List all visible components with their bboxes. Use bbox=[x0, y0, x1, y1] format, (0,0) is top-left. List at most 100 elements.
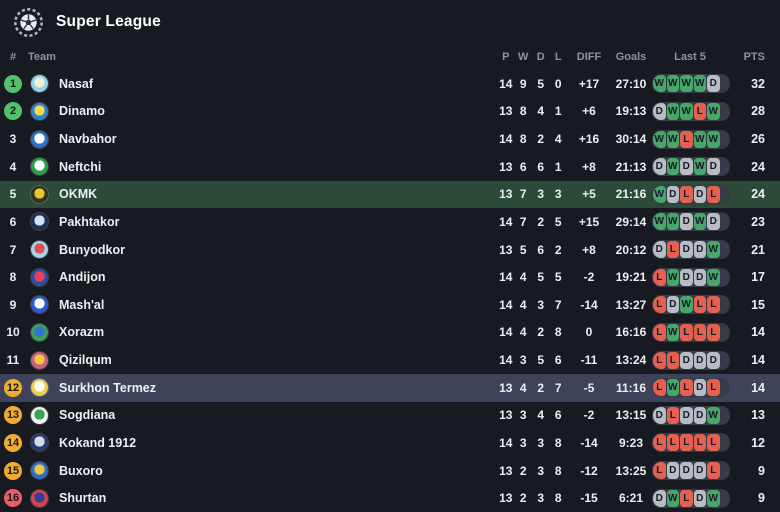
result-box: W bbox=[693, 75, 706, 93]
team-name: Navbahor bbox=[59, 132, 117, 147]
stat-losses: 3 bbox=[554, 187, 562, 202]
rank-badge: 2 bbox=[4, 102, 22, 121]
result-box: L bbox=[680, 323, 693, 341]
column-header-losses: L bbox=[554, 51, 562, 63]
team-logo bbox=[31, 462, 48, 480]
team-name: Neftchi bbox=[59, 159, 102, 174]
rank-badge: 15 bbox=[4, 461, 22, 480]
result-box: L bbox=[680, 434, 693, 452]
result-box: L bbox=[653, 351, 666, 369]
rank-badge: 12 bbox=[4, 378, 22, 397]
stat-played: 13 bbox=[499, 491, 513, 506]
result-box: L bbox=[653, 462, 666, 480]
result-box: W bbox=[666, 130, 679, 148]
rank-badge: 11 bbox=[6, 353, 20, 368]
team-name: Xorazm bbox=[59, 325, 105, 340]
stat-losses: 6 bbox=[554, 408, 562, 423]
result-box: L bbox=[707, 185, 720, 203]
team-logo bbox=[31, 379, 48, 397]
stat-draws: 3 bbox=[537, 187, 545, 202]
rank-cell: 15 bbox=[0, 461, 26, 480]
team-logo bbox=[31, 323, 48, 341]
rank-badge: 4 bbox=[9, 159, 17, 174]
stat-goal-diff: +15 bbox=[578, 214, 600, 229]
stat-goals: 29:14 bbox=[615, 214, 647, 229]
stat-goals: 27:10 bbox=[615, 76, 647, 91]
team-name: Sogdiana bbox=[59, 408, 116, 423]
column-header-last5: Last 5 bbox=[674, 51, 706, 63]
result-box: D bbox=[707, 158, 720, 176]
team-name: Shurtan bbox=[59, 491, 107, 506]
result-box: L bbox=[707, 323, 720, 341]
rank-cell: 16 bbox=[0, 489, 26, 508]
result-box: W bbox=[707, 489, 720, 507]
rank-badge: 14 bbox=[4, 433, 22, 452]
stat-wins: 3 bbox=[519, 435, 527, 450]
column-header-played: P bbox=[502, 51, 510, 63]
stat-wins: 4 bbox=[519, 297, 527, 312]
stat-played: 13 bbox=[499, 463, 513, 478]
result-box: W bbox=[707, 130, 720, 148]
stat-wins: 7 bbox=[519, 187, 527, 202]
result-box: L bbox=[707, 434, 720, 452]
result-box: W bbox=[653, 185, 666, 203]
stat-draws: 3 bbox=[537, 463, 545, 478]
stat-goal-diff: -5 bbox=[583, 380, 595, 395]
stat-played: 13 bbox=[499, 408, 513, 423]
team-name: Andijon bbox=[59, 270, 106, 285]
stat-goal-diff: -14 bbox=[580, 435, 598, 450]
stat-draws: 4 bbox=[537, 104, 545, 119]
stat-played: 13 bbox=[499, 187, 513, 202]
result-box: W bbox=[666, 323, 679, 341]
column-header-team: Team bbox=[28, 51, 56, 63]
result-box: D bbox=[693, 489, 706, 507]
stat-wins: 4 bbox=[519, 380, 527, 395]
stat-draws: 2 bbox=[537, 132, 545, 147]
team-logo bbox=[31, 406, 48, 424]
rank-cell: 8 bbox=[0, 268, 26, 286]
rank-cell: 3 bbox=[0, 130, 26, 148]
result-box: D bbox=[680, 406, 693, 424]
rank-badge: 7 bbox=[9, 242, 17, 257]
rank-badge: 13 bbox=[4, 406, 22, 425]
result-box: L bbox=[707, 462, 720, 480]
team-name: Bunyodkor bbox=[59, 242, 125, 257]
points-cell: 12 bbox=[751, 435, 765, 450]
stat-draws: 6 bbox=[537, 242, 545, 257]
result-box: D bbox=[680, 351, 693, 369]
stat-played: 13 bbox=[499, 104, 513, 119]
result-box: W bbox=[666, 102, 679, 120]
stat-goal-diff: -15 bbox=[580, 491, 598, 506]
stat-played: 14 bbox=[499, 297, 513, 312]
result-box: D bbox=[653, 102, 666, 120]
stat-wins: 9 bbox=[519, 76, 527, 91]
column-header-diff: DIFF bbox=[576, 51, 602, 63]
result-box: L bbox=[693, 296, 706, 314]
team-name: Surkhon Termez bbox=[59, 380, 157, 395]
